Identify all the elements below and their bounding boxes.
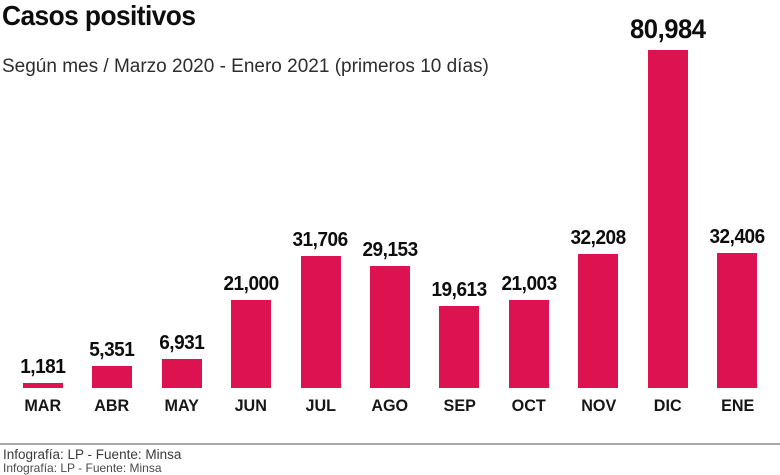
value-label-mar: 1,181 <box>20 356 66 378</box>
footer-partial-line: Infografía: LP - Fuente: Minsa <box>3 461 162 475</box>
x-axis-labels: MAR ABR MAY JUN JUL AGO SEP OCT NOV DIC … <box>8 396 772 416</box>
bar-column-oct: 21,003 <box>494 0 563 388</box>
bar-dic <box>647 50 688 388</box>
value-label-nov: 32,208 <box>570 227 627 249</box>
bar-column-dic: 80,984 <box>630 0 706 388</box>
month-label-mar: MAR <box>24 396 62 415</box>
bar-mar <box>22 383 63 388</box>
bar-ago <box>369 266 410 388</box>
bar-jun <box>231 300 272 388</box>
value-label-may: 6,931 <box>159 332 205 354</box>
value-label-oct: 21,003 <box>501 273 557 295</box>
bar-column-may: 6,931 <box>147 0 216 388</box>
bar-ene <box>717 253 758 388</box>
month-label-dic: DIC <box>653 396 682 415</box>
value-label-jun: 21,000 <box>223 273 279 295</box>
bar-jul <box>300 256 341 388</box>
chart-subtitle: Según mes / Marzo 2020 - Enero 2021 (pri… <box>2 56 489 77</box>
bar-sep <box>439 306 480 388</box>
bar-column-jul: 31,706 <box>286 0 355 388</box>
value-label-ene: 32,406 <box>709 226 766 248</box>
bar-nov <box>578 254 619 388</box>
month-label-nov: NOV <box>580 396 616 415</box>
month-label-ene: ENE <box>720 396 754 415</box>
value-label-abr: 5,351 <box>89 339 136 361</box>
month-label-jul: JUL <box>305 396 336 415</box>
month-label-abr: ABR <box>94 396 130 415</box>
bar-oct <box>508 300 549 388</box>
footer-credit: Infografía: LP - Fuente: Minsa <box>3 447 182 462</box>
value-label-jul: 31,706 <box>292 229 349 251</box>
bar-column-abr: 5,351 <box>77 0 146 388</box>
month-label-oct: OCT <box>511 396 546 415</box>
value-label-ago: 29,153 <box>362 239 418 261</box>
month-label-may: MAY <box>164 396 199 415</box>
page-title: Casos positivos <box>2 0 196 31</box>
bar-may <box>161 359 202 388</box>
bar-column-mar: 1,181 <box>8 0 77 388</box>
bar-column-nov: 32,208 <box>564 0 633 388</box>
bar-column-ene: 32,406 <box>703 0 772 388</box>
bar-column-jun: 21,000 <box>216 0 285 388</box>
value-label-dic: 80,984 <box>630 14 706 44</box>
footer-divider <box>0 443 780 445</box>
bar-column-ago: 29,153 <box>355 0 424 388</box>
bar-column-sep: 19,613 <box>425 0 494 388</box>
month-label-jun: JUN <box>234 396 268 415</box>
value-label-sep: 19,613 <box>431 279 488 301</box>
month-label-sep: SEP <box>443 396 476 415</box>
bar-chart: 1,181 5,351 6,931 21,000 31,706 29,153 1… <box>8 0 772 388</box>
month-label-ago: AGO <box>371 396 409 415</box>
bar-abr <box>92 366 133 388</box>
